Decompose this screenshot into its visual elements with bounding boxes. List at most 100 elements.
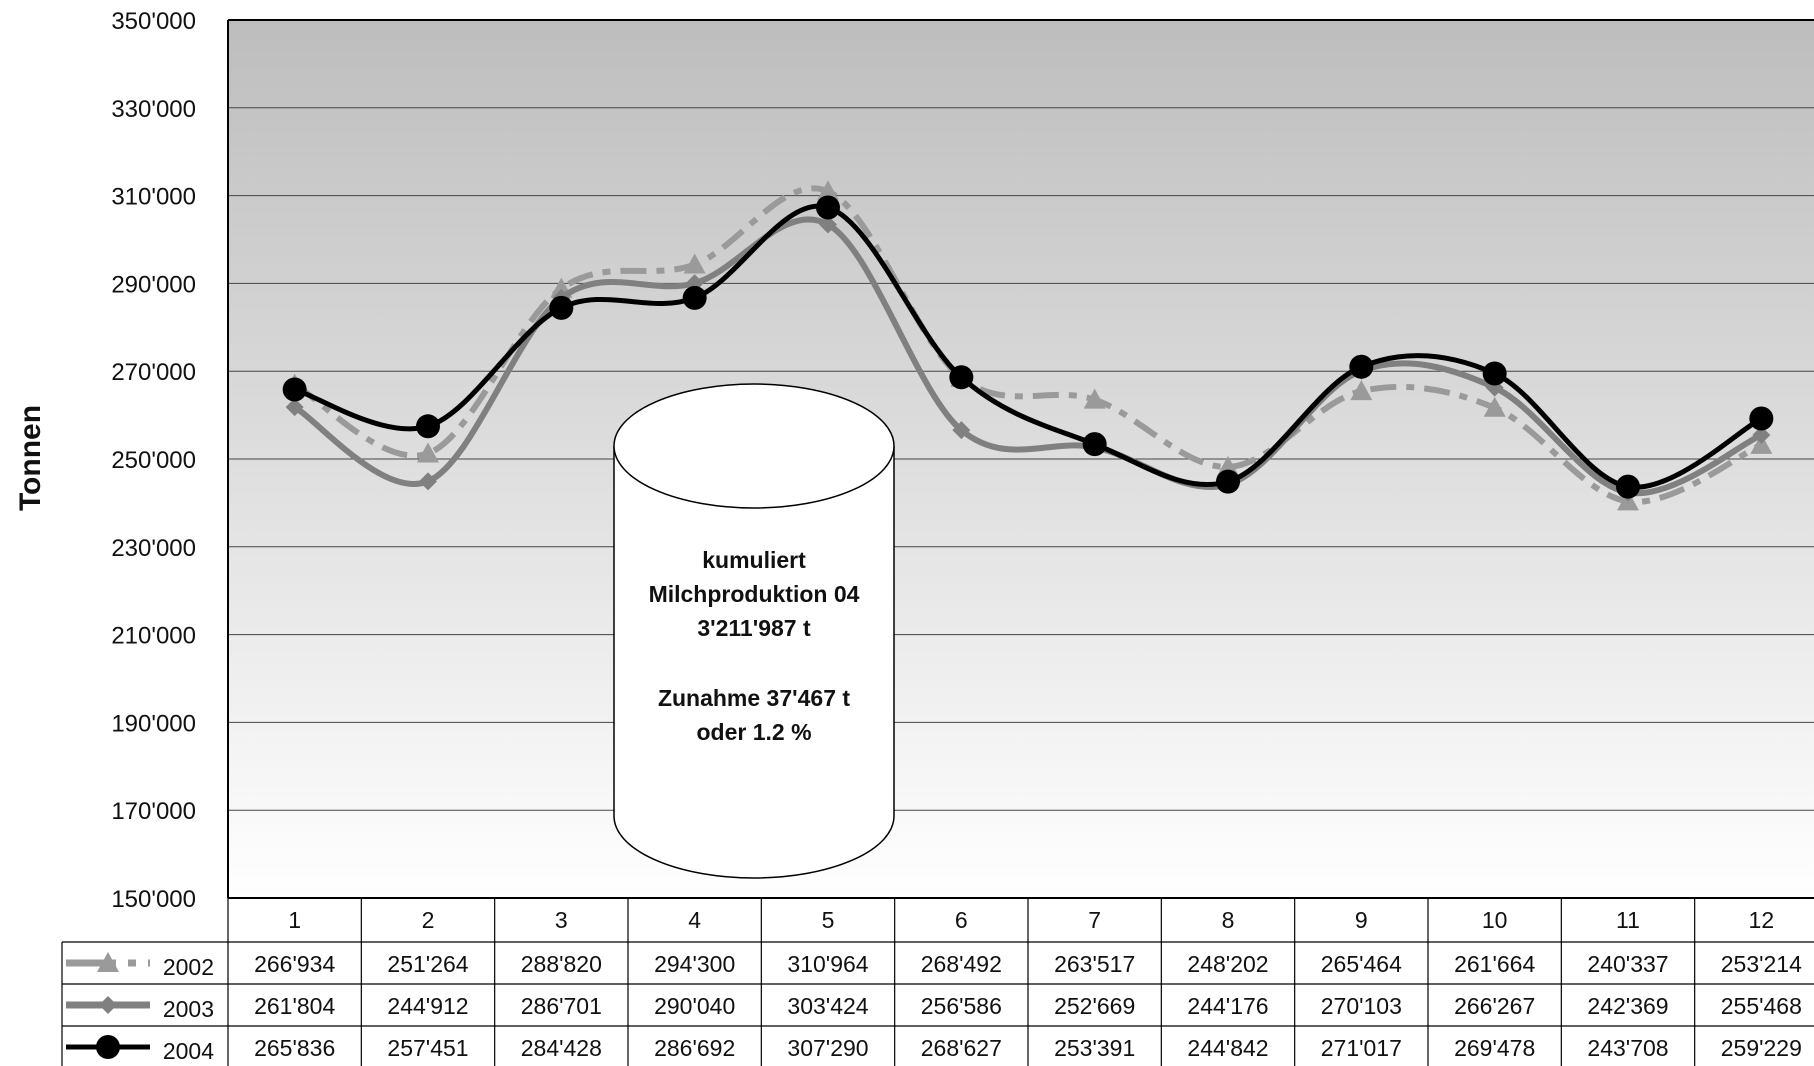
point-2004-7 <box>1082 432 1107 457</box>
y-tick-label: 150'000 <box>111 886 196 913</box>
table-cell-2004-10: 269'478 <box>1454 1035 1535 1061</box>
y-tick-label: 330'000 <box>111 96 196 123</box>
y-axis-label: Tonnen <box>14 405 47 511</box>
table-cell-2003-3: 286'701 <box>521 993 602 1019</box>
cylinder-top <box>613 383 895 509</box>
table-cell-2002-9: 265'464 <box>1321 951 1402 977</box>
table-cell-2003-6: 256'586 <box>921 993 1002 1019</box>
legend-entry-2003: 2003 <box>163 996 214 1022</box>
table-row: 2003 261'804 244'912 286'701 290'040 303'424 2… <box>62 993 1814 1027</box>
table-cell-2002-12: 253'214 <box>1721 951 1802 977</box>
legend-entry-2004: 2004 <box>163 1038 214 1064</box>
table-cell-2003-12: 255'468 <box>1721 993 1802 1019</box>
point-2004-1 <box>282 377 307 402</box>
table-cell-2003-11: 242'369 <box>1587 993 1668 1019</box>
table-cell-2003-2: 244'912 <box>387 993 468 1019</box>
legend-key-marker-2004 <box>96 1035 120 1059</box>
point-2002-9 <box>1350 380 1373 401</box>
y-tick-label: 310'000 <box>111 184 196 211</box>
series-lines <box>282 180 1774 511</box>
table-cell-2002-11: 240'337 <box>1587 951 1668 977</box>
table-cell-2004-7: 253'391 <box>1054 1035 1135 1061</box>
x-tick-label: 6 <box>955 907 968 933</box>
x-tick-label: 1 <box>288 907 301 933</box>
legend-key-marker-2002 <box>97 952 119 972</box>
y-tick-label: 190'000 <box>111 710 196 737</box>
x-tick-label: 5 <box>822 907 835 933</box>
annotation-line-5: Zunahme 37'467 t <box>658 685 850 711</box>
series-2004 <box>282 195 1774 499</box>
annotation-line-1: kumuliert <box>702 547 806 573</box>
x-tick-label: 10 <box>1482 907 1508 933</box>
table-cell-2002-5: 310'964 <box>787 951 868 977</box>
table-cell-2002-1: 266'934 <box>254 951 335 977</box>
point-2003-6 <box>952 421 971 440</box>
table-cell-2004-9: 271'017 <box>1321 1035 1402 1061</box>
y-tick-label: 290'000 <box>111 271 196 298</box>
table-cell-2002-7: 263'517 <box>1054 951 1135 977</box>
table-cell-2004-11: 243'708 <box>1587 1035 1668 1061</box>
legend-entry-2002: 2002 <box>163 954 214 980</box>
table-cell-2004-2: 257'451 <box>387 1035 468 1061</box>
point-2004-3 <box>549 295 574 320</box>
table-cell-2003-10: 266'267 <box>1454 993 1535 1019</box>
table-cell-2003-9: 270'103 <box>1321 993 1402 1019</box>
cylinder-body <box>613 446 895 879</box>
legend-key-marker-2003 <box>99 996 117 1014</box>
point-2002-5 <box>817 180 839 201</box>
series-line-2004 <box>293 203 1763 490</box>
table-cell-2002-4: 294'300 <box>654 951 735 977</box>
table-cell-2004-8: 244'842 <box>1187 1035 1268 1061</box>
y-axis-tick-labels: 150'000 170'000 190'000 210'000 230'000 250'0… <box>111 8 196 913</box>
point-2004-4 <box>682 285 707 310</box>
series-line-2002 <box>293 185 1763 505</box>
x-tick-label: 3 <box>555 907 568 933</box>
table-cell-2004-1: 265'836 <box>254 1035 335 1061</box>
point-2004-9 <box>1349 354 1374 379</box>
table-cell-2002-10: 261'664 <box>1454 951 1535 977</box>
table-row: 2004 265'836 257'451 284'428 286'692 307'290 2… <box>66 1035 1802 1064</box>
table-cell-2002-2: 251'264 <box>387 951 468 977</box>
point-2004-6 <box>949 365 974 390</box>
y-tick-label: 350'000 <box>111 8 196 35</box>
point-2002-4 <box>683 253 706 274</box>
table-cell-2003-8: 244'176 <box>1187 993 1268 1019</box>
table-cell-2002-3: 288'820 <box>521 951 602 977</box>
table-cell-2004-5: 307'290 <box>787 1035 868 1061</box>
point-2003-2 <box>419 472 437 491</box>
y-tick-label: 210'000 <box>111 623 196 650</box>
y-tick-label: 270'000 <box>111 359 196 386</box>
cumulative-annotation: kumuliert Milchproduktion 04 3'211'987 t… <box>613 383 895 879</box>
table-cell-2003-5: 303'424 <box>787 993 868 1019</box>
annotation-line-2: Milchproduktion 04 <box>649 581 860 607</box>
point-2004-12 <box>1749 406 1774 431</box>
table-cell-2002-8: 248'202 <box>1187 951 1268 977</box>
annotation-line-3: 3'211'987 t <box>697 615 811 641</box>
x-tick-label: 9 <box>1355 907 1368 933</box>
point-2004-11 <box>1616 474 1640 499</box>
point-2004-2 <box>416 414 440 439</box>
point-2002-7 <box>1083 388 1106 409</box>
y-tick-label: 170'000 <box>111 798 196 825</box>
x-tick-label: 11 <box>1616 907 1640 933</box>
table-row: 2002 266'934 251'264 288'820 294'300 310'964 2… <box>62 951 1814 985</box>
table-cell-2004-3: 284'428 <box>521 1035 602 1061</box>
x-tick-label: 7 <box>1088 907 1101 933</box>
point-2002-8 <box>1217 455 1239 476</box>
point-2003-12 <box>1752 425 1771 444</box>
point-2004-8 <box>1216 469 1240 494</box>
series-line-2003 <box>293 216 1763 497</box>
table-cell-2004-6: 268'627 <box>921 1035 1002 1061</box>
table-cell-2004-4: 286'692 <box>654 1035 735 1061</box>
x-tick-label: 8 <box>1222 907 1235 933</box>
table-cell-2003-4: 290'040 <box>654 993 735 1019</box>
y-tick-label: 250'000 <box>111 447 196 474</box>
x-tick-label: 4 <box>688 907 701 933</box>
point-2004-10 <box>1482 361 1507 386</box>
table-cell-2004-12: 259'229 <box>1721 1035 1802 1061</box>
x-tick-label: 2 <box>422 907 435 933</box>
point-2003-5 <box>819 215 837 234</box>
table-cell-2003-7: 252'669 <box>1054 993 1135 1019</box>
